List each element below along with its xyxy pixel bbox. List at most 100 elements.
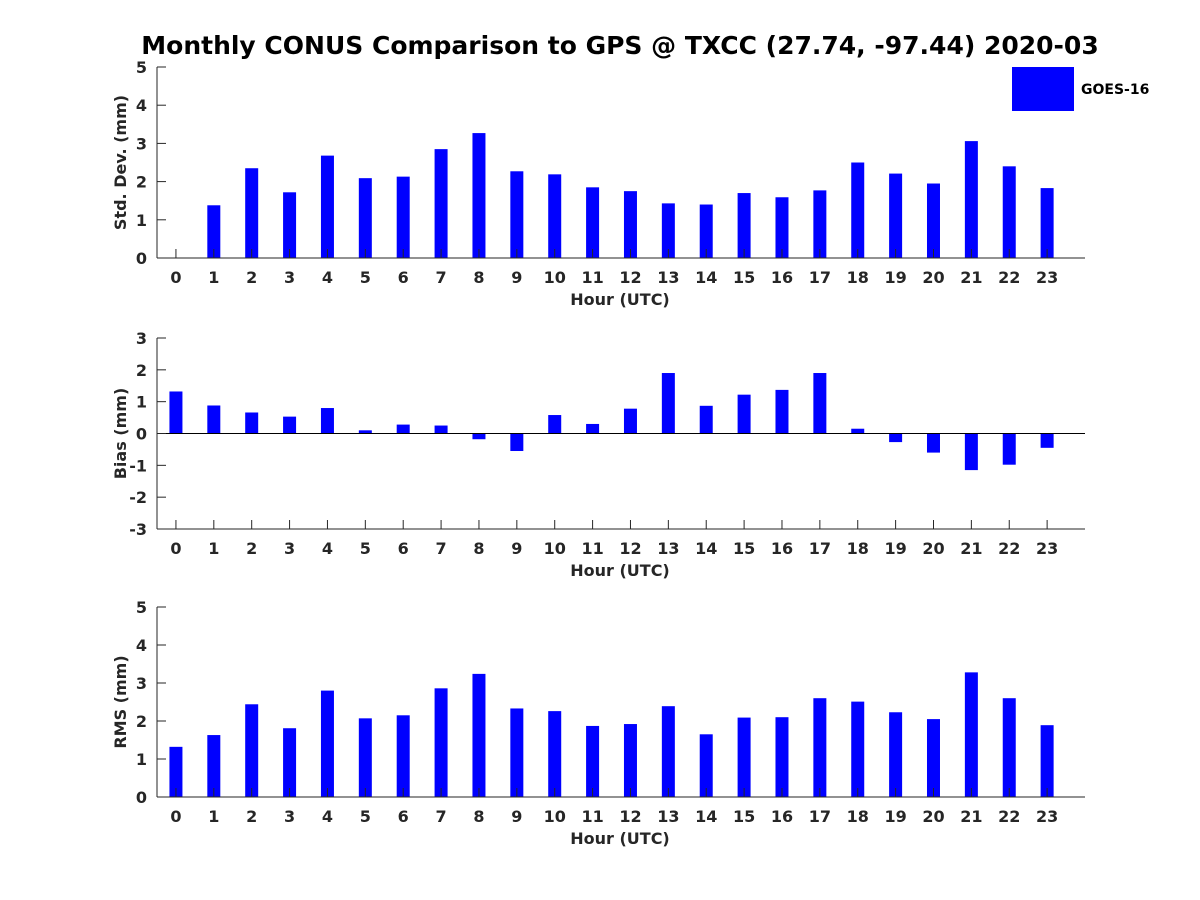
bar-1-8 (472, 433, 486, 440)
x-tick-label-1-18: 18 (847, 539, 869, 558)
bar-1-22 (1002, 433, 1016, 465)
bar-2-23 (1040, 725, 1054, 797)
y-tick-label-1--1: -1 (129, 456, 147, 475)
x-tick-label-1-1: 1 (208, 539, 219, 558)
chart-panel-0: 0 1 2 3 4 5 6 7 8 9 10 11 12 13 14 15 16 17 18 19 20 21 22 2301… (111, 58, 1149, 309)
bar-0-11 (586, 187, 600, 258)
bar-0-15 (737, 193, 751, 258)
x-axis-label-0: Hour (UTC) (570, 290, 670, 309)
x-tick-label-2-22: 22 (998, 807, 1020, 826)
bar-1-18 (851, 428, 865, 434)
x-tick-label-2-23: 23 (1036, 807, 1058, 826)
x-tick-label-1-5: 5 (360, 539, 371, 558)
x-tick-label-0-5: 5 (360, 268, 371, 287)
x-tick-label-1-15: 15 (733, 539, 755, 558)
x-tick-label-1-4: 4 (322, 539, 333, 558)
bar-0-22 (1002, 166, 1016, 258)
y-tick-label-2-2: 2 (136, 712, 147, 731)
x-tick-label-2-13: 13 (657, 807, 679, 826)
bar-1-9 (510, 433, 524, 452)
bar-0-13 (661, 203, 675, 258)
y-tick-label-0-0: 0 (136, 249, 147, 268)
x-tick-label-0-17: 17 (809, 268, 831, 287)
bar-2-11 (586, 725, 600, 797)
bar-2-6 (396, 715, 410, 797)
legend: GOES-16 (1012, 67, 1149, 111)
bar-1-11 (586, 423, 600, 434)
x-tick-label-2-2: 2 (246, 807, 257, 826)
bar-2-10 (548, 711, 562, 797)
x-tick-label-1-22: 22 (998, 539, 1020, 558)
x-tick-label-2-6: 6 (398, 807, 409, 826)
x-tick-label-2-7: 7 (436, 807, 447, 826)
x-tick-label-0-10: 10 (544, 268, 566, 287)
bar-0-7 (434, 149, 448, 258)
x-tick-label-0-4: 4 (322, 268, 333, 287)
bar-2-21 (964, 672, 978, 797)
x-tick-label-1-6: 6 (398, 539, 409, 558)
bar-2-18 (851, 701, 865, 797)
y-tick-label-0-2: 2 (136, 173, 147, 192)
x-tick-label-2-17: 17 (809, 807, 831, 826)
bar-2-16 (775, 717, 789, 797)
bar-1-4 (320, 408, 334, 434)
bar-0-4 (320, 155, 334, 258)
y-tick-label-2-3: 3 (136, 674, 147, 693)
bar-2-13 (661, 706, 675, 797)
y-tick-label-1-2: 2 (136, 361, 147, 380)
bar-2-17 (813, 698, 827, 797)
bar-0-20 (926, 183, 940, 258)
bar-2-20 (926, 719, 940, 797)
y-tick-label-1-0: 0 (136, 425, 147, 444)
y-tick-label-1--2: -2 (129, 488, 147, 507)
x-tick-label-1-13: 13 (657, 539, 679, 558)
y-tick-label-1-3: 3 (136, 329, 147, 348)
x-tick-label-2-8: 8 (473, 807, 484, 826)
x-tick-label-0-9: 9 (511, 268, 522, 287)
x-tick-label-0-11: 11 (581, 268, 603, 287)
bar-2-22 (1002, 698, 1016, 797)
x-tick-label-1-20: 20 (922, 539, 944, 558)
x-tick-label-2-16: 16 (771, 807, 793, 826)
bar-2-2 (245, 704, 259, 797)
x-tick-label-1-23: 23 (1036, 539, 1058, 558)
bar-2-19 (889, 712, 903, 797)
x-tick-label-1-21: 21 (960, 539, 982, 558)
bar-1-0 (169, 391, 183, 434)
x-tick-label-2-4: 4 (322, 807, 333, 826)
y-tick-label-0-1: 1 (136, 211, 147, 230)
bar-0-21 (964, 141, 978, 258)
y-tick-label-1-1: 1 (136, 393, 147, 412)
x-tick-label-1-8: 8 (473, 539, 484, 558)
x-tick-label-0-15: 15 (733, 268, 755, 287)
x-tick-label-2-10: 10 (544, 807, 566, 826)
bar-2-0 (169, 746, 183, 797)
x-tick-label-2-12: 12 (619, 807, 641, 826)
x-tick-label-1-3: 3 (284, 539, 295, 558)
bar-2-1 (207, 735, 221, 797)
x-tick-label-2-3: 3 (284, 807, 295, 826)
x-tick-label-1-12: 12 (619, 539, 641, 558)
bar-0-5 (358, 178, 372, 258)
y-tick-label-1--3: -3 (129, 520, 147, 539)
bar-0-8 (472, 133, 486, 258)
x-tick-label-0-22: 22 (998, 268, 1020, 287)
bar-1-6 (396, 424, 410, 434)
x-tick-label-2-14: 14 (695, 807, 717, 826)
x-tick-label-0-13: 13 (657, 268, 679, 287)
x-tick-label-0-14: 14 (695, 268, 717, 287)
bar-1-10 (548, 415, 562, 434)
x-tick-label-2-15: 15 (733, 807, 755, 826)
bar-1-7 (434, 425, 448, 434)
y-tick-label-0-4: 4 (136, 96, 147, 115)
x-axis-label-2: Hour (UTC) (570, 829, 670, 848)
x-tick-label-1-14: 14 (695, 539, 717, 558)
bar-1-19 (889, 433, 903, 443)
bar-0-9 (510, 171, 524, 258)
bar-0-23 (1040, 188, 1054, 258)
x-tick-label-2-21: 21 (960, 807, 982, 826)
x-tick-label-1-7: 7 (436, 539, 447, 558)
bar-0-17 (813, 190, 827, 258)
